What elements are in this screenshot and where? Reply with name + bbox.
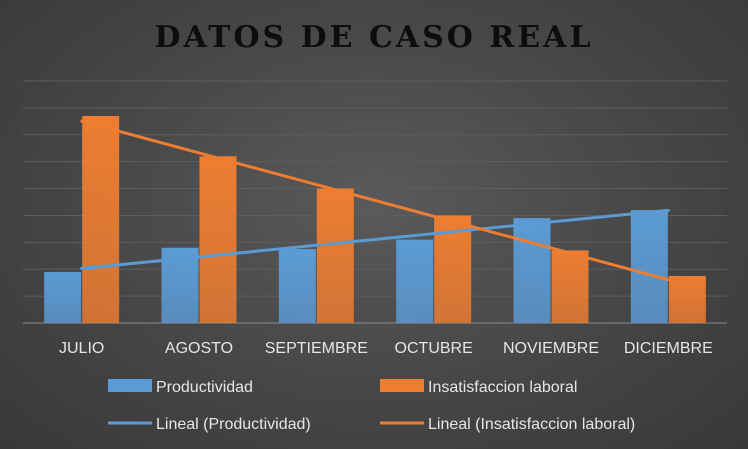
bar-insatisfaccion-laboral-diciembre [668, 275, 706, 323]
bar-productividad-octubre [396, 239, 434, 323]
trendlines [80, 119, 670, 282]
legend-swatch-productividad [108, 379, 152, 392]
legend: Productividad Insatisfaccion laboral Linea… [108, 379, 635, 433]
legend-label-lineal-insatisfaccion-laboral: Lineal (Insatisfaccion laboral) [428, 416, 635, 433]
bar-productividad-septiembre [278, 249, 316, 323]
legend-swatch-insatisfaccion-laboral [380, 379, 424, 392]
legend-label-lineal-productividad: Lineal (Productividad) [156, 416, 311, 433]
legend-label-productividad: Productividad [156, 379, 253, 396]
bar-insatisfaccion-laboral-noviembre [551, 250, 589, 323]
x-tick-agosto: AGOSTO [165, 340, 233, 357]
x-tick-julio: JULIO [59, 340, 104, 357]
trendline-insatisfaccion-laboral [80, 119, 670, 282]
trendline-productividad [80, 208, 670, 271]
gridlines [23, 80, 727, 324]
bar-insatisfaccion-laboral-septiembre [316, 188, 354, 323]
x-axis-ticks: JULIO AGOSTO SEPTIEMBRE OCTUBRE NOVIEMBRE DIC… [59, 340, 713, 357]
bars [44, 115, 706, 323]
bar-productividad-noviembre [513, 218, 551, 323]
legend-label-insatisfaccion-laboral: Insatisfaccion laboral [428, 379, 577, 396]
x-tick-septiembre: SEPTIEMBRE [265, 340, 368, 357]
x-tick-diciembre: DICIEMBRE [624, 340, 713, 357]
x-tick-octubre: OCTUBRE [395, 340, 473, 357]
bar-productividad-julio [44, 271, 82, 323]
chart-title: DATOS DE CASO REAL [154, 20, 593, 55]
bar-insatisfaccion-laboral-agosto [199, 156, 237, 323]
bar-insatisfaccion-laboral-julio [82, 115, 120, 323]
bar-productividad-diciembre [630, 210, 668, 323]
x-tick-noviembre: NOVIEMBRE [503, 340, 599, 357]
